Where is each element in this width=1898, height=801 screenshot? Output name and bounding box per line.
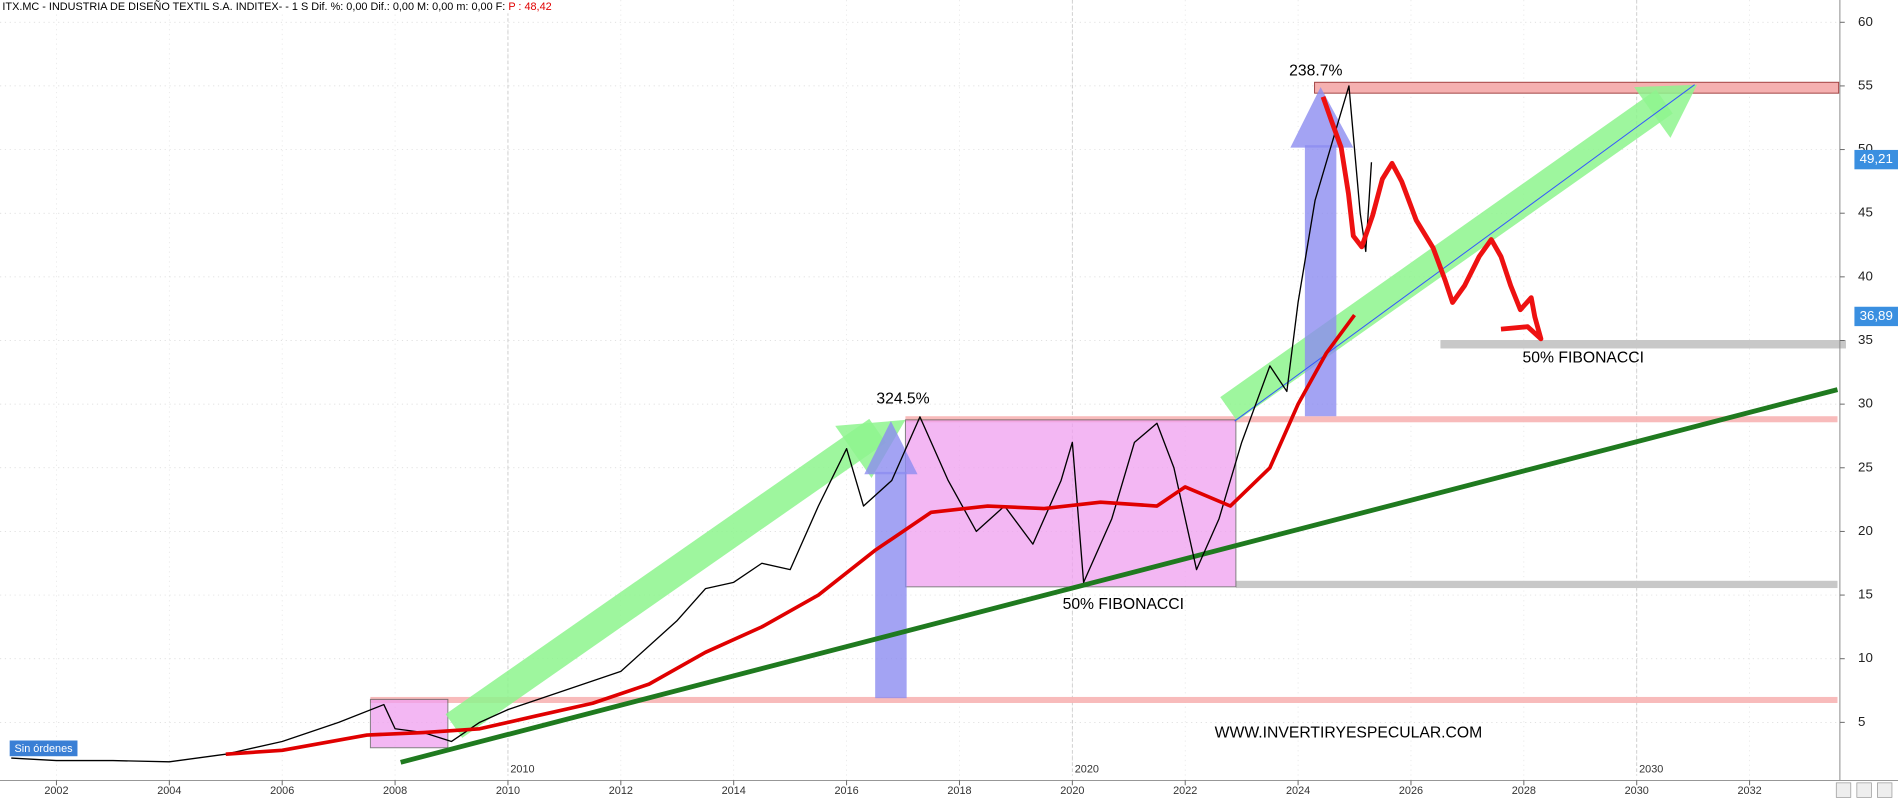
x-tick-label: 2032 — [1737, 785, 1761, 797]
x-tick-label: 2012 — [609, 785, 633, 797]
x-tick-label: 2018 — [947, 785, 971, 797]
tool-button[interactable] — [1856, 782, 1872, 798]
price-label: 36,89 — [1860, 308, 1893, 323]
forecast-scribble — [1320, 95, 1544, 342]
y-tick-label: 45 — [1858, 205, 1873, 220]
status-text: Sin órdenes — [15, 743, 74, 755]
y-tick-label: 10 — [1858, 650, 1873, 665]
range-box — [369, 698, 449, 749]
y-tick-label: 60 — [1858, 14, 1873, 29]
rise-arrow-head — [864, 421, 918, 475]
x-tick-label: 2014 — [722, 785, 746, 797]
x-tick-label: 2022 — [1173, 785, 1197, 797]
x-tick-label: 2020 — [1060, 785, 1084, 797]
series — [11, 85, 1373, 763]
major-x-tick-label: 2030 — [1639, 763, 1663, 775]
price-line — [11, 85, 1373, 763]
tool-button[interactable] — [1877, 782, 1893, 798]
trend-arrow — [445, 418, 886, 738]
annotation: 238.7% — [1289, 63, 1342, 80]
resistance-band — [1314, 81, 1840, 94]
header: ITX.MC - INDUSTRIA DE DISEÑO TEXTIL S.A.… — [2, 0, 551, 13]
header-text: ITX.MC - INDUSTRIA DE DISEÑO TEXTIL S.A.… — [2, 0, 505, 13]
trend-arrow-head — [1634, 84, 1698, 138]
header-bg — [0, 0, 557, 14]
moving-average — [225, 313, 1356, 756]
y-tick-label: 15 — [1858, 587, 1873, 602]
annotation: 50% FIBONACCI — [1523, 349, 1644, 366]
price-label-box — [1854, 149, 1898, 170]
annotation: 324.5% — [876, 390, 929, 407]
support-band — [905, 416, 1838, 423]
price-label-box — [1854, 306, 1898, 327]
y-tick-label: 20 — [1858, 523, 1873, 538]
x-tick-label: 2002 — [44, 785, 68, 797]
x-tick-label: 2006 — [270, 785, 294, 797]
support-band — [370, 696, 1838, 703]
major-x-tick-label: 2010 — [510, 763, 534, 775]
x-tick-label: 2004 — [157, 785, 181, 797]
long-trend-line — [400, 387, 1839, 765]
y-tick-label: 30 — [1858, 396, 1873, 411]
y-tick-label: 25 — [1858, 459, 1873, 474]
x-tick-label: 2024 — [1286, 785, 1310, 797]
x-tick-label: 2008 — [383, 785, 407, 797]
x-tick-label: 2016 — [834, 785, 858, 797]
major-x-tick-label: 2020 — [1075, 763, 1099, 775]
y-tick-label: 5 — [1858, 714, 1865, 729]
status-badge — [9, 740, 78, 757]
annotation: 50% FIBONACCI — [1063, 596, 1184, 613]
y-tick-label: 55 — [1858, 77, 1873, 92]
x-tick-label: 2026 — [1399, 785, 1423, 797]
y-tick-label: 40 — [1858, 268, 1873, 283]
rise-arrow — [1304, 145, 1337, 417]
fibonacci-band — [1235, 580, 1838, 589]
range-box — [904, 419, 1237, 588]
tool-button[interactable] — [1835, 782, 1852, 798]
watermark: WWW.INVERTIRYESPECULAR.COM — [1215, 724, 1483, 741]
y-tick-label: 35 — [1858, 332, 1873, 347]
trend-arrow — [1220, 89, 1673, 421]
header-price: P : 48,42 — [508, 1, 551, 13]
channel-line — [1234, 84, 1695, 422]
x-tick-label: 2030 — [1625, 785, 1649, 797]
x-tick-label: 2010 — [496, 785, 520, 797]
fibonacci-band — [1440, 340, 1846, 349]
x-tick-label: 2028 — [1512, 785, 1536, 797]
rise-arrow — [875, 471, 907, 699]
price-label: 49,21 — [1860, 151, 1893, 166]
